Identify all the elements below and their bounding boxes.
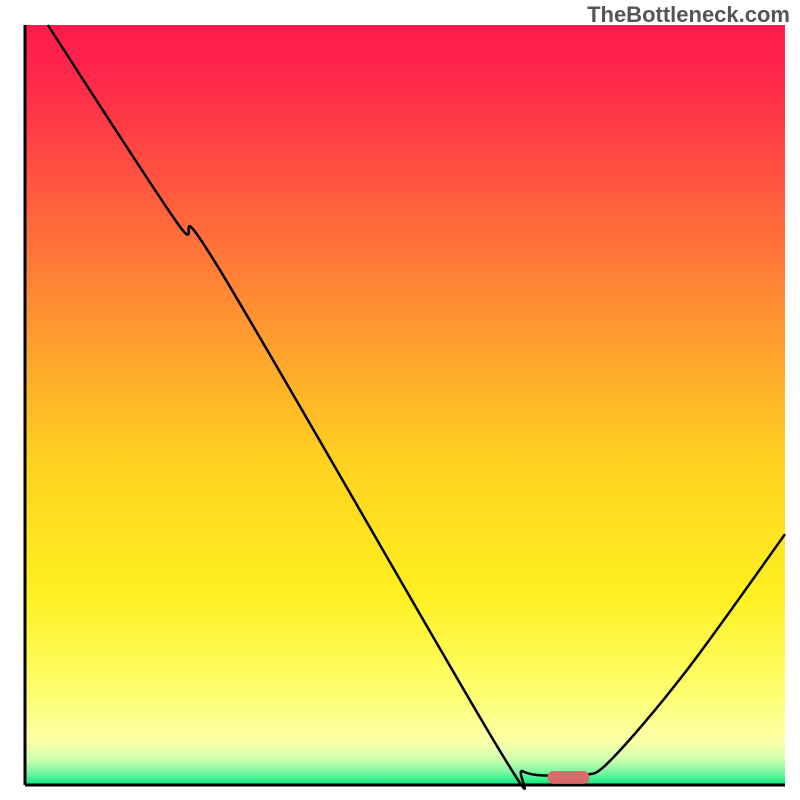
- chart-container: { "watermark": { "text": "TheBottleneck.…: [0, 0, 800, 800]
- plot-group: [25, 25, 785, 789]
- watermark-text: TheBottleneck.com: [587, 2, 790, 28]
- optimum-marker: [548, 771, 590, 784]
- plot-background: [25, 25, 785, 785]
- chart-svg: [0, 0, 800, 800]
